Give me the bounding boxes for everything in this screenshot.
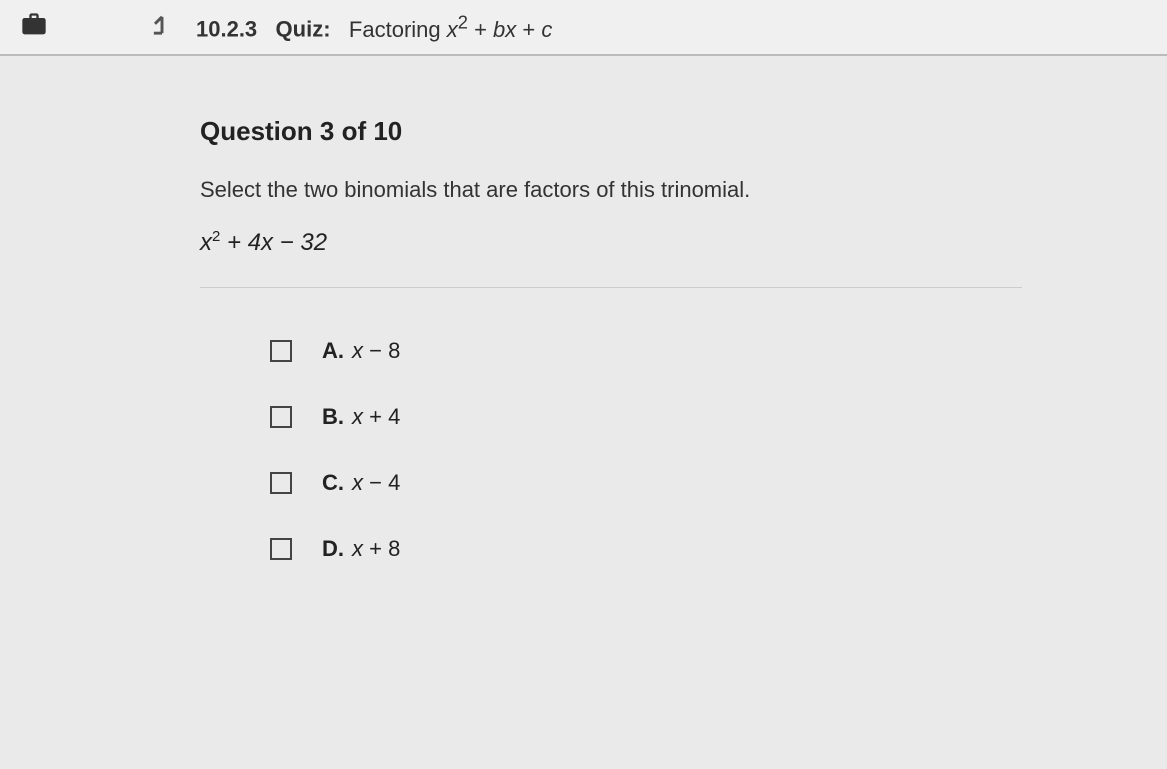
question-number-label: Question 3 of 10: [200, 116, 1167, 147]
option-letter-c: C.: [322, 470, 344, 496]
option-text-b: x + 4: [352, 404, 400, 430]
question-instruction: Select the two binomials that are factor…: [200, 177, 1167, 203]
quiz-topic: Factoring x2 + bx + c: [349, 17, 552, 42]
content-area: Question 3 of 10 Select the two binomial…: [0, 56, 1167, 769]
option-row-c[interactable]: C. x − 4: [270, 470, 1167, 496]
quiz-title: 10.2.3 Quiz: Factoring x2 + bx + c: [196, 11, 552, 42]
option-row-d[interactable]: D. x + 8: [270, 536, 1167, 562]
option-text-d: x + 8: [352, 536, 400, 562]
option-letter-b: B.: [322, 404, 344, 430]
option-text-a: x − 8: [352, 338, 400, 364]
section-divider: [200, 287, 1022, 288]
option-letter-a: A.: [322, 338, 344, 364]
back-arrow-icon[interactable]: [148, 11, 196, 44]
briefcase-icon[interactable]: [20, 11, 148, 44]
option-letter-d: D.: [322, 536, 344, 562]
checkbox-d[interactable]: [270, 538, 292, 560]
checkbox-b[interactable]: [270, 406, 292, 428]
checkbox-c[interactable]: [270, 472, 292, 494]
top-bar: 10.2.3 Quiz: Factoring x2 + bx + c: [0, 0, 1167, 56]
trinomial-expression: x2 + 4x − 32: [200, 228, 1167, 257]
quiz-number: 10.2.3: [196, 17, 257, 42]
checkbox-a[interactable]: [270, 340, 292, 362]
quiz-label-text: Quiz:: [276, 17, 331, 42]
options-list: A. x − 8 B. x + 4 C. x − 4 D. x + 8: [200, 338, 1167, 562]
option-row-a[interactable]: A. x − 8: [270, 338, 1167, 364]
option-text-c: x − 4: [352, 470, 400, 496]
option-row-b[interactable]: B. x + 4: [270, 404, 1167, 430]
